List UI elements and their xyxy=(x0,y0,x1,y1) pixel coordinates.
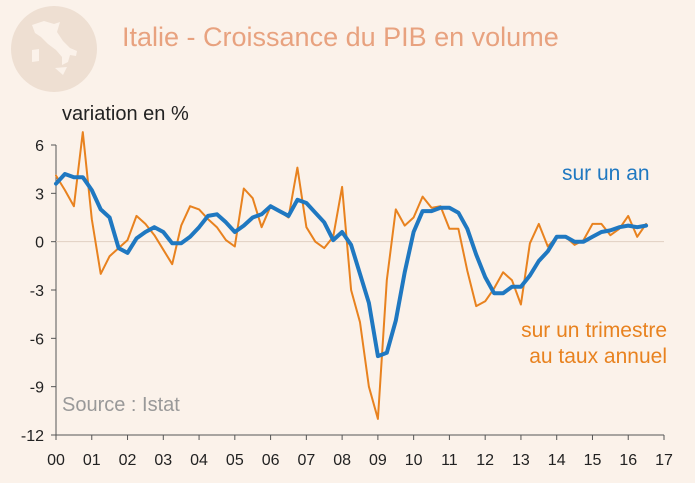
x-tick-label: 00 xyxy=(47,452,65,469)
annual-growth-line xyxy=(54,172,649,359)
y-tick-label: -6 xyxy=(30,331,44,348)
y-tick-label: -9 xyxy=(30,380,44,397)
x-tick-label: 09 xyxy=(369,452,387,469)
y-tick-label: 3 xyxy=(35,186,44,203)
x-tick-label: 11 xyxy=(441,452,458,469)
y-tick-label: 6 xyxy=(35,138,44,155)
x-tick-label: 02 xyxy=(119,452,137,469)
x-tick-label: 05 xyxy=(226,452,244,469)
x-tick-label: 08 xyxy=(333,452,351,469)
quarterly-growth-line xyxy=(55,131,648,420)
x-tick-label: 07 xyxy=(297,452,315,469)
x-tick-label: 13 xyxy=(512,452,530,469)
x-tick-label: 06 xyxy=(262,452,280,469)
quarterly-series-label-line-1: sur un trimestre xyxy=(521,319,667,342)
x-tick-label: 14 xyxy=(548,452,566,469)
y-axis-label: variation en % xyxy=(62,103,189,125)
y-tick-label: -12 xyxy=(21,428,44,445)
x-tick-label: 04 xyxy=(190,452,208,469)
source-note: Source : Istat xyxy=(62,394,180,416)
quarterly-series-label: sur un trimestre au taux annuel xyxy=(521,318,667,370)
y-tick-label: -3 xyxy=(30,283,44,300)
x-tick-label: 01 xyxy=(83,452,101,469)
annual-series-label: sur un an xyxy=(562,162,650,185)
x-tick-label: 12 xyxy=(476,452,494,469)
italy-map-icon xyxy=(11,6,97,92)
y-tick-label: 0 xyxy=(35,235,44,252)
x-tick-label: 17 xyxy=(655,452,673,469)
chart-title: Italie - Croissance du PIB en volume xyxy=(122,22,559,52)
x-tick-label: 10 xyxy=(405,452,423,469)
quarterly-series-label-line-2: au taux annuel xyxy=(529,345,667,368)
x-tick-label: 16 xyxy=(619,452,637,469)
x-tick-label: 03 xyxy=(154,452,172,469)
x-tick-label: 15 xyxy=(584,452,602,469)
